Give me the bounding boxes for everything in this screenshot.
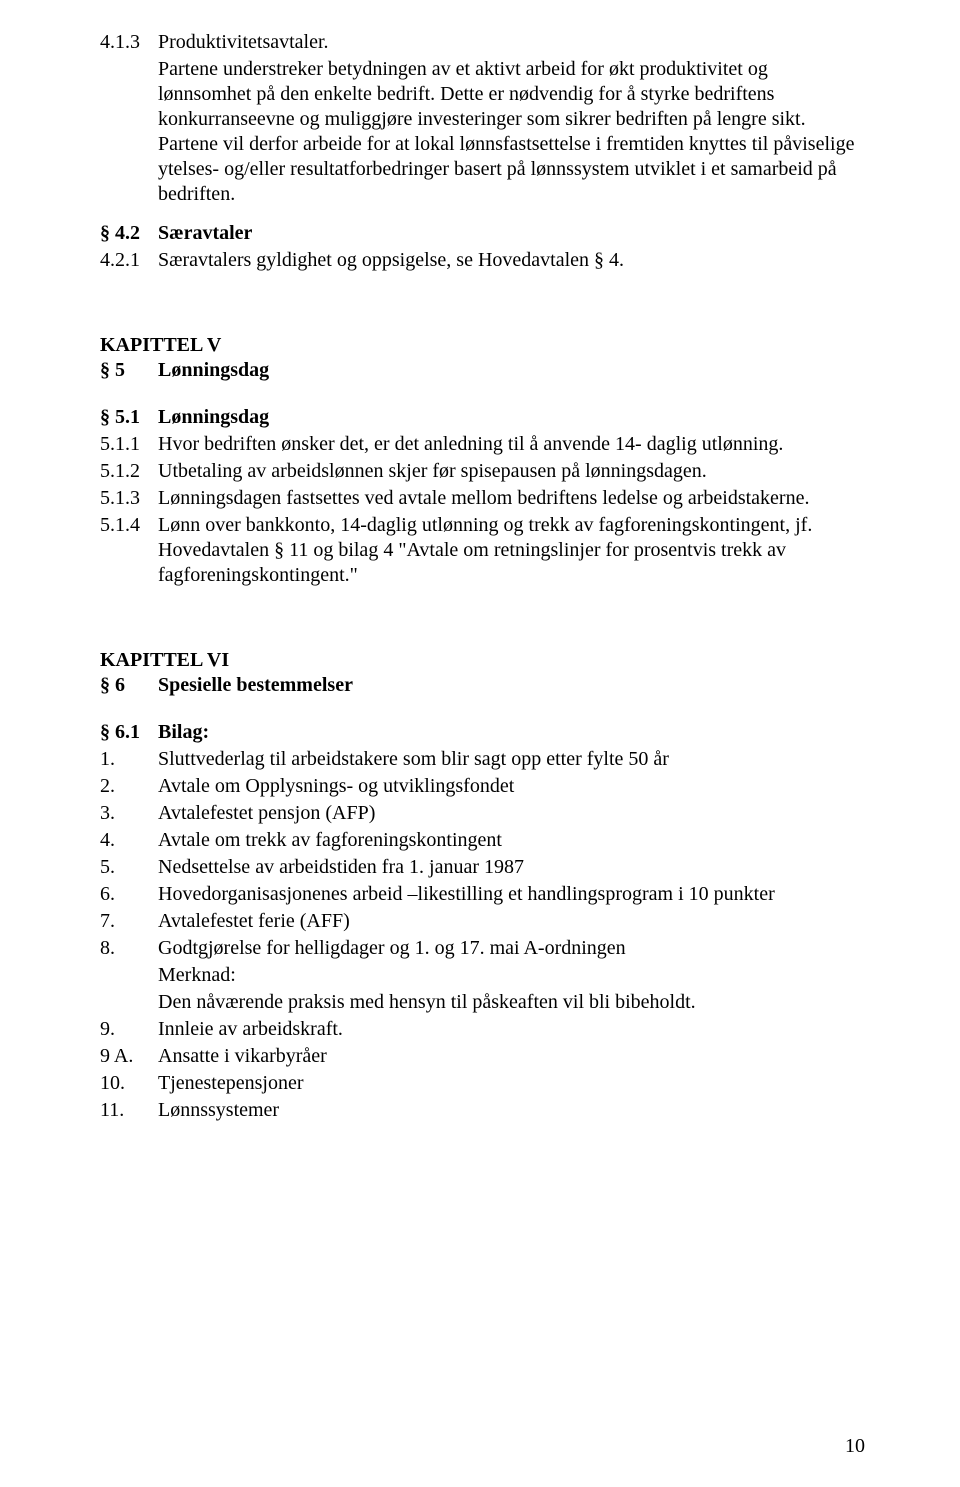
heading-number: 4.1.3 — [100, 30, 158, 55]
item-text: Godtgjørelse for helligdager og 1. og 17… — [158, 936, 865, 961]
heading-5: § 5 Lønningsdag — [100, 358, 865, 383]
item-4-2-1: 4.2.1 Særavtalers gyldighet og oppsigels… — [100, 248, 865, 273]
item-text: Hovedorganisasjonenes arbeid –likestilli… — [158, 882, 865, 907]
chapter-v-heading: KAPITTEL V — [100, 333, 865, 358]
item-text: Lønnssystemer — [158, 1098, 865, 1123]
item-text: Utbetaling av arbeidslønnen skjer før sp… — [158, 459, 865, 484]
bilag-8-note-text: Den nåværende praksis med hensyn til pås… — [100, 990, 865, 1015]
item-number: 5.1.2 — [100, 459, 158, 484]
item-5-1-4: 5.1.4 Lønn over bankkonto, 14-daglig utl… — [100, 513, 865, 588]
item-text: Avtale om trekk av fagforeningskontingen… — [158, 828, 865, 853]
bilag-1: 1. Sluttvederlag til arbeidstakere som b… — [100, 747, 865, 772]
heading-4-1-3: 4.1.3 Produktivitetsavtaler. — [100, 30, 865, 55]
note-label: Merknad: — [158, 963, 865, 988]
body-text: Partene understreker betydningen av et a… — [158, 57, 865, 207]
bilag-11: 11. Lønnssystemer — [100, 1098, 865, 1123]
heading-5-1: § 5.1 Lønningsdag — [100, 405, 865, 430]
item-text: Nedsettelse av arbeidstiden fra 1. janua… — [158, 855, 865, 880]
item-text: Lønningsdagen fastsettes ved avtale mell… — [158, 486, 865, 511]
item-number: 4. — [100, 828, 158, 853]
heading-title: Spesielle bestemmelser — [158, 673, 865, 698]
item-number: 3. — [100, 801, 158, 826]
item-text: Hvor bedriften ønsker det, er det anledn… — [158, 432, 865, 457]
bilag-6: 6. Hovedorganisasjonenes arbeid –likesti… — [100, 882, 865, 907]
chapter-vi-heading: KAPITTEL VI — [100, 648, 865, 673]
bilag-7: 7. Avtalefestet ferie (AFF) — [100, 909, 865, 934]
heading-number: § 4.2 — [100, 221, 158, 246]
heading-4-2: § 4.2 Særavtaler — [100, 221, 865, 246]
item-number: 9 A. — [100, 1044, 158, 1069]
heading-title: Produktivitetsavtaler. — [158, 30, 865, 55]
heading-6-1: § 6.1 Bilag: — [100, 720, 865, 745]
item-text: Særavtalers gyldighet og oppsigelse, se … — [158, 248, 865, 273]
item-5-1-2: 5.1.2 Utbetaling av arbeidslønnen skjer … — [100, 459, 865, 484]
item-5-1-3: 5.1.3 Lønningsdagen fastsettes ved avtal… — [100, 486, 865, 511]
note-text: Den nåværende praksis med hensyn til pås… — [158, 990, 865, 1015]
bilag-10: 10. Tjenestepensjoner — [100, 1071, 865, 1096]
bilag-9a: 9 A. Ansatte i vikarbyråer — [100, 1044, 865, 1069]
page: 4.1.3 Produktivitetsavtaler. Partene und… — [0, 0, 960, 1487]
item-text: Sluttvederlag til arbeidstakere som blir… — [158, 747, 865, 772]
heading-6: § 6 Spesielle bestemmelser — [100, 673, 865, 698]
item-number: 4.2.1 — [100, 248, 158, 273]
bilag-9: 9. Innleie av arbeidskraft. — [100, 1017, 865, 1042]
heading-number: § 5.1 — [100, 405, 158, 430]
bilag-5: 5. Nedsettelse av arbeidstiden fra 1. ja… — [100, 855, 865, 880]
heading-number: § 5 — [100, 358, 158, 383]
heading-number: § 6 — [100, 673, 158, 698]
item-number: 9. — [100, 1017, 158, 1042]
item-number: 8. — [100, 936, 158, 961]
bilag-8: 8. Godtgjørelse for helligdager og 1. og… — [100, 936, 865, 961]
item-number: 10. — [100, 1071, 158, 1096]
item-number: 5.1.1 — [100, 432, 158, 457]
heading-number: § 6.1 — [100, 720, 158, 745]
item-text: Avtalefestet pensjon (AFP) — [158, 801, 865, 826]
page-number: 10 — [845, 1434, 865, 1459]
item-text: Avtalefestet ferie (AFF) — [158, 909, 865, 934]
bilag-8-note-label: Merknad: — [100, 963, 865, 988]
item-text: Innleie av arbeidskraft. — [158, 1017, 865, 1042]
item-text: Lønn over bankkonto, 14-daglig utlønning… — [158, 513, 865, 588]
bilag-2: 2. Avtale om Opplysnings- og utviklingsf… — [100, 774, 865, 799]
item-5-1-1: 5.1.1 Hvor bedriften ønsker det, er det … — [100, 432, 865, 457]
item-number: 5.1.4 — [100, 513, 158, 538]
item-number: 11. — [100, 1098, 158, 1123]
item-text: Avtale om Opplysnings- og utviklingsfond… — [158, 774, 865, 799]
para-4-1-3: Partene understreker betydningen av et a… — [100, 57, 865, 209]
bilag-3: 3. Avtalefestet pensjon (AFP) — [100, 801, 865, 826]
item-number: 6. — [100, 882, 158, 907]
item-number: 2. — [100, 774, 158, 799]
heading-title: Lønningsdag — [158, 358, 865, 383]
item-number: 7. — [100, 909, 158, 934]
item-number: 5.1.3 — [100, 486, 158, 511]
item-number: 1. — [100, 747, 158, 772]
bilag-4: 4. Avtale om trekk av fagforeningskontin… — [100, 828, 865, 853]
item-number: 5. — [100, 855, 158, 880]
item-text: Ansatte i vikarbyråer — [158, 1044, 865, 1069]
heading-title: Lønningsdag — [158, 405, 865, 430]
item-text: Tjenestepensjoner — [158, 1071, 865, 1096]
heading-title: Særavtaler — [158, 221, 865, 246]
heading-title: Bilag: — [158, 720, 865, 745]
